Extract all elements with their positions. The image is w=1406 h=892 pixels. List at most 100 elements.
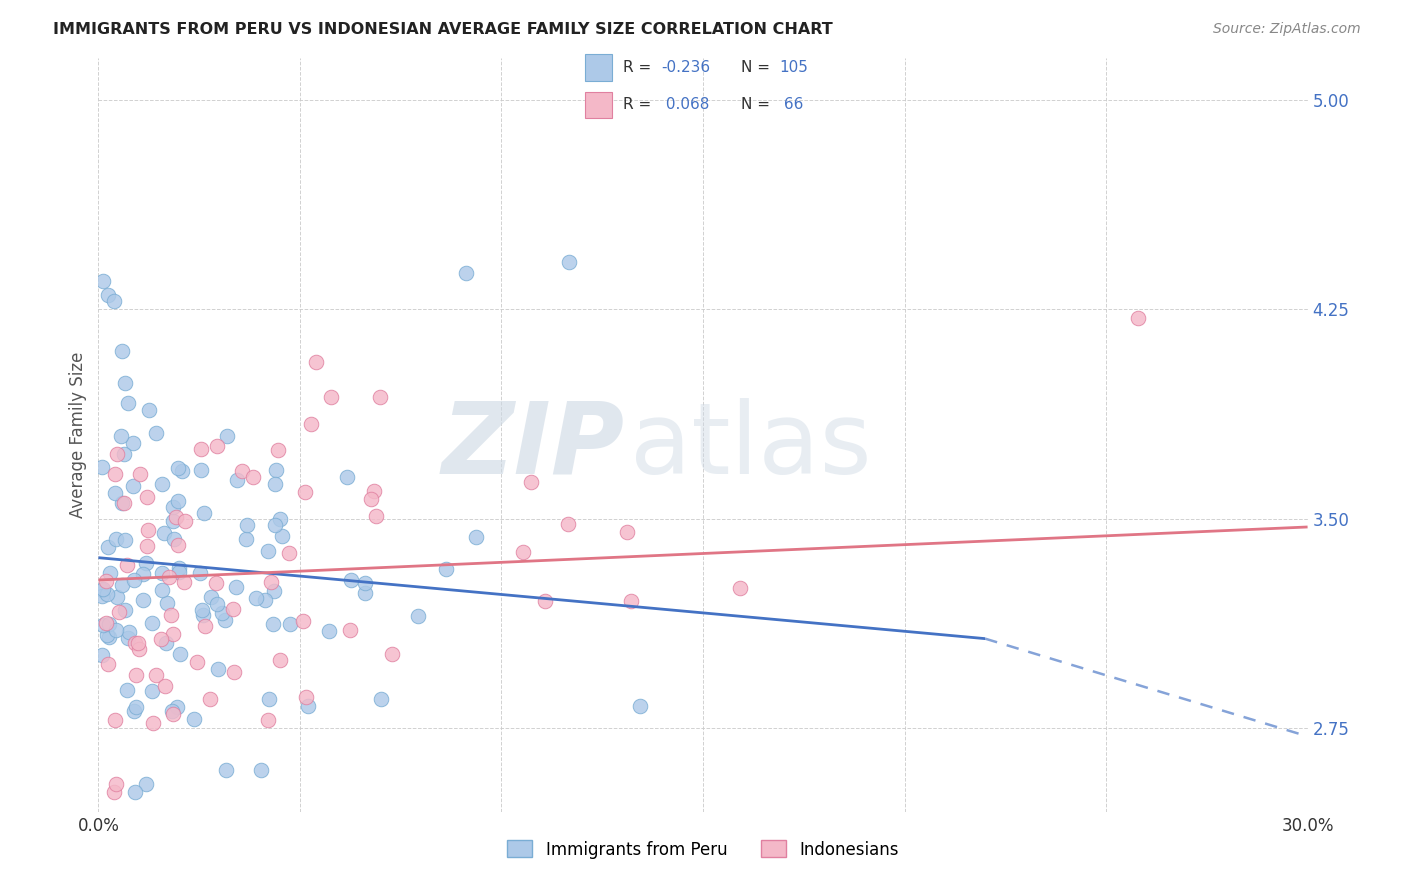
Point xyxy=(262,617,284,632)
Point xyxy=(291,614,314,628)
Point xyxy=(260,575,283,590)
Point xyxy=(150,582,173,597)
Point xyxy=(558,254,581,268)
Point xyxy=(173,574,195,589)
Point xyxy=(91,459,114,474)
Point xyxy=(131,567,153,582)
Point xyxy=(97,657,120,671)
Point xyxy=(135,777,157,791)
Legend: Immigrants from Peru, Indonesians: Immigrants from Peru, Indonesians xyxy=(501,834,905,865)
Point xyxy=(295,690,318,704)
Point xyxy=(124,785,146,799)
Text: Source: ZipAtlas.com: Source: ZipAtlas.com xyxy=(1213,22,1361,37)
Point xyxy=(97,288,120,302)
Point xyxy=(111,495,134,509)
Point xyxy=(162,500,184,515)
Point xyxy=(128,642,150,657)
Point xyxy=(190,463,212,477)
Point xyxy=(96,574,118,589)
Point xyxy=(454,266,477,280)
Point xyxy=(381,647,404,661)
Point xyxy=(354,586,377,600)
Point xyxy=(118,624,141,639)
Point xyxy=(141,684,163,698)
Point xyxy=(160,607,183,622)
Point xyxy=(142,716,165,731)
Point xyxy=(136,490,159,504)
Point xyxy=(231,464,253,478)
Point xyxy=(264,477,287,491)
Text: 105: 105 xyxy=(779,60,808,75)
Point xyxy=(96,628,118,642)
Point xyxy=(534,594,557,608)
Point xyxy=(363,484,385,499)
Point xyxy=(91,617,114,632)
Point xyxy=(434,561,457,575)
Point xyxy=(156,596,179,610)
Point xyxy=(122,573,145,587)
Text: R =: R = xyxy=(623,60,657,75)
Point xyxy=(166,494,188,508)
Point xyxy=(294,484,316,499)
Point xyxy=(93,582,115,596)
Text: N =: N = xyxy=(741,97,775,112)
FancyBboxPatch shape xyxy=(585,92,612,119)
Point xyxy=(235,518,257,533)
Point xyxy=(191,607,214,622)
FancyBboxPatch shape xyxy=(585,54,612,80)
Point xyxy=(340,573,363,587)
Point xyxy=(129,467,152,482)
Point xyxy=(104,714,127,728)
Point xyxy=(114,533,136,547)
Point xyxy=(253,593,276,607)
Point xyxy=(465,530,488,544)
Point xyxy=(269,653,291,667)
Point xyxy=(205,597,228,611)
Point xyxy=(245,591,267,605)
Point xyxy=(297,699,319,714)
Point xyxy=(98,617,121,632)
Point xyxy=(280,617,302,632)
Point xyxy=(628,698,651,713)
Point xyxy=(91,582,114,597)
Point xyxy=(135,556,157,570)
Point xyxy=(225,580,247,594)
Point xyxy=(224,665,246,679)
Point xyxy=(138,523,160,537)
Point xyxy=(166,538,188,552)
Point xyxy=(160,704,183,718)
Point xyxy=(125,700,148,714)
Point xyxy=(112,495,135,509)
Point xyxy=(131,593,153,607)
Y-axis label: Average Family Size: Average Family Size xyxy=(69,351,87,518)
Point xyxy=(104,777,127,791)
Point xyxy=(620,593,643,607)
Point xyxy=(122,435,145,450)
Point xyxy=(257,713,280,727)
Point xyxy=(194,618,217,632)
Point xyxy=(167,565,190,579)
Point xyxy=(190,566,212,580)
Point xyxy=(115,683,138,698)
Point xyxy=(145,668,167,682)
Point xyxy=(169,647,191,661)
Point xyxy=(190,442,212,456)
Point xyxy=(267,443,290,458)
Point xyxy=(370,691,392,706)
Point xyxy=(91,274,114,288)
Point xyxy=(214,613,236,627)
Point xyxy=(172,464,194,478)
Point xyxy=(193,506,215,520)
Point xyxy=(235,533,257,547)
Point xyxy=(211,606,233,620)
Point xyxy=(368,390,391,404)
Point xyxy=(162,627,184,641)
Point xyxy=(115,558,138,572)
Point xyxy=(98,566,121,581)
Point xyxy=(222,602,245,616)
Point xyxy=(264,517,287,532)
Point xyxy=(277,545,299,559)
Point xyxy=(162,707,184,722)
Text: N =: N = xyxy=(741,60,775,75)
Point xyxy=(616,524,638,539)
